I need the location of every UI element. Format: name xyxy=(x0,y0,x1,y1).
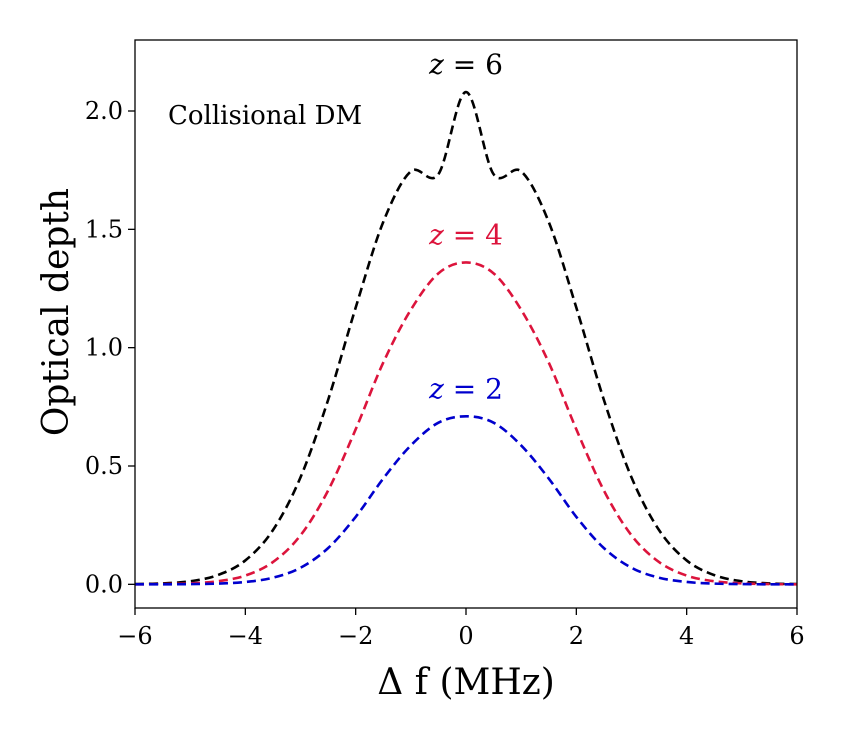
y-tick-label: 0.5 xyxy=(85,452,123,480)
series-layer xyxy=(134,90,798,586)
x-tick-label: −2 xyxy=(338,622,373,650)
x-tick-label: 2 xyxy=(569,622,584,650)
ticks-layer: −6 −4 −2 0 2 4 6 0.0 0.5 1.0 1.5 2.0 xyxy=(85,97,805,650)
series-label-0: z = 6 xyxy=(428,48,503,81)
series-label-value-2: = 2 xyxy=(444,372,503,405)
y-tick-label: 1.0 xyxy=(85,334,123,362)
series-label-value-0: = 6 xyxy=(444,48,503,81)
labels-layer: z = 6z = 4z = 2 xyxy=(428,48,503,405)
y-tick-label: 1.5 xyxy=(85,215,123,243)
x-tick-label: −6 xyxy=(117,622,152,650)
series-line-0 xyxy=(134,90,798,586)
x-tick-label: 0 xyxy=(458,622,473,650)
x-tick-label: −4 xyxy=(228,622,263,650)
series-label-var-1: z xyxy=(428,218,444,251)
series-label-var-0: z xyxy=(428,48,444,81)
series-line-1 xyxy=(134,261,798,586)
x-axis-title: Δ f (MHz) xyxy=(377,662,555,703)
series-label-2: z = 2 xyxy=(428,372,503,405)
y-tick-label: 2.0 xyxy=(85,97,123,125)
x-tick-label: 4 xyxy=(679,622,694,650)
annotation-text: Collisional DM xyxy=(168,101,362,131)
series-label-var-2: z xyxy=(428,372,444,405)
series-label-value-1: = 4 xyxy=(444,218,503,251)
series-line-2 xyxy=(134,414,798,586)
y-axis-title: Optical depth xyxy=(36,188,77,436)
series-label-1: z = 4 xyxy=(428,218,503,251)
y-tick-label: 0.0 xyxy=(85,570,123,598)
x-tick-label: 6 xyxy=(789,622,804,650)
